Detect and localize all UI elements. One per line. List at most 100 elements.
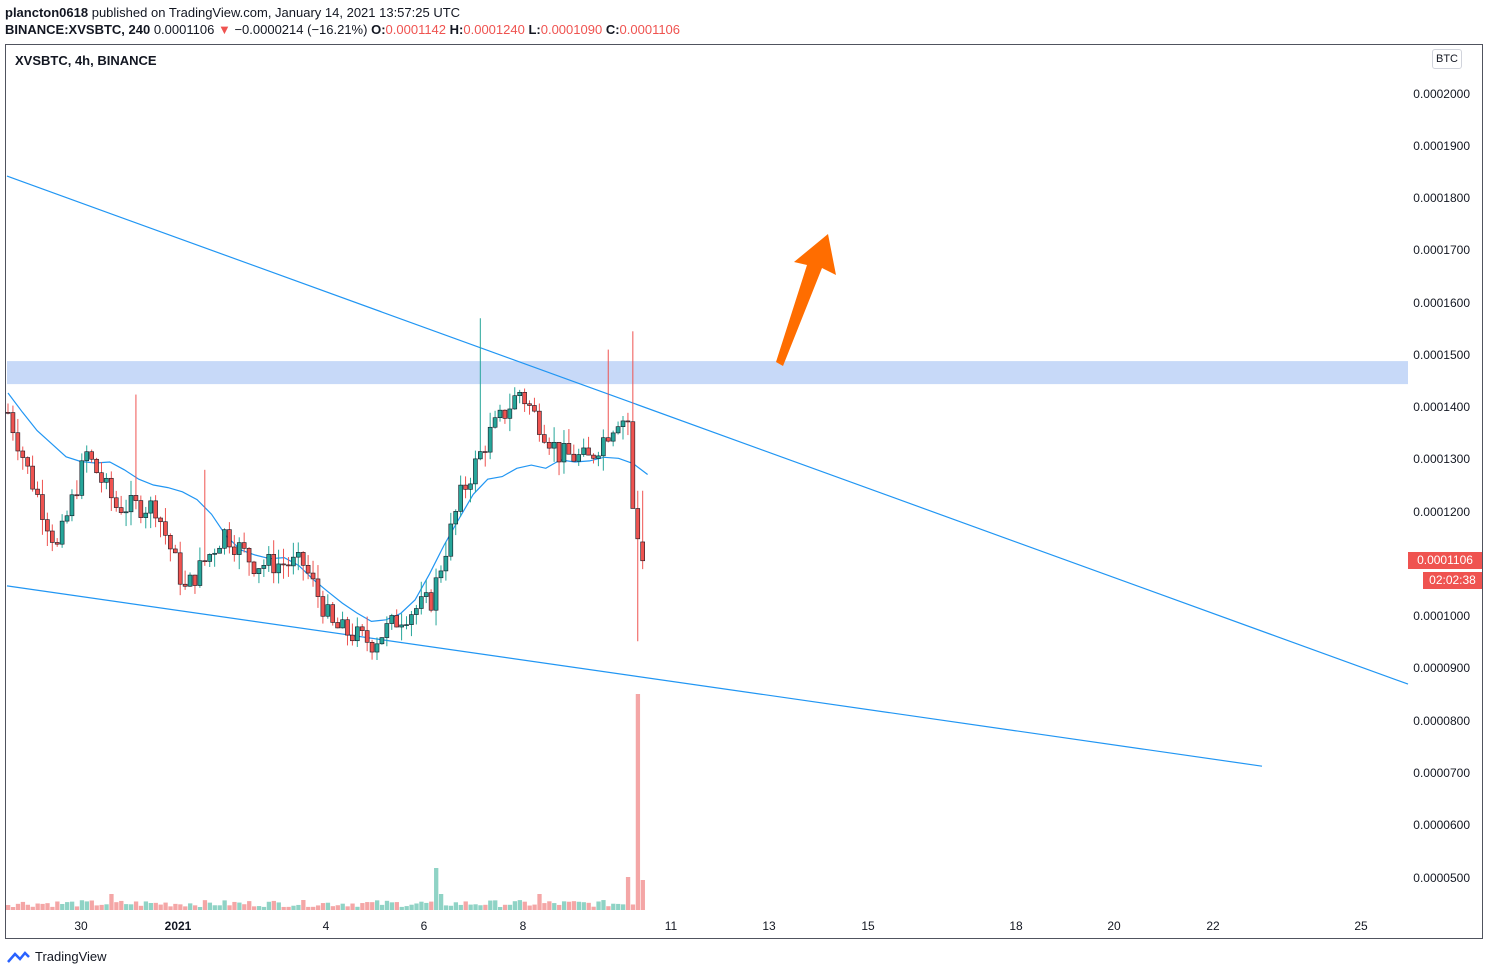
candle-body [596, 455, 601, 459]
time-tick-label: 2021 [164, 919, 192, 933]
volume-bar [50, 906, 55, 910]
candle-body [433, 577, 439, 611]
volume-bar [158, 904, 163, 910]
candle-body [172, 548, 178, 554]
candle-body [487, 426, 493, 453]
volume-bar [242, 904, 247, 910]
volume-bar [261, 906, 267, 910]
candle-body [192, 574, 198, 586]
candle-body [64, 515, 70, 522]
volume-bar [434, 868, 439, 910]
volume-bar [114, 902, 119, 910]
volume-bar [237, 902, 242, 910]
volume-bar [409, 904, 414, 910]
breakout-arrow-icon [776, 234, 836, 366]
candle-body [492, 417, 498, 428]
time-tick-label: 13 [762, 919, 776, 933]
volume-bar [399, 906, 404, 910]
candle-body [20, 450, 26, 458]
candle-body [359, 626, 365, 631]
volume-bar [566, 901, 572, 910]
volume-bar [561, 901, 567, 910]
candle-body [30, 465, 35, 490]
volume-bar [252, 906, 257, 910]
volume-bar [188, 903, 193, 910]
price-tick-label: 0.0000800 [1413, 713, 1470, 728]
volume-bar [355, 906, 360, 910]
candle-body [74, 494, 80, 497]
volume-bar [606, 906, 611, 910]
volume-bar [94, 905, 99, 910]
candle-body [261, 565, 267, 569]
candle-body [320, 596, 326, 617]
candle-body [345, 619, 350, 636]
candle-body [99, 472, 104, 483]
price-tick-label: 0.0001700 [1413, 243, 1470, 258]
candle-body [468, 483, 473, 490]
volume-bar [35, 903, 40, 910]
volume-bar [25, 904, 30, 910]
candle-body [266, 554, 272, 566]
price-tick-label: 0.0000900 [1413, 661, 1470, 676]
volume-bar [320, 903, 326, 910]
price-tick-label: 0.0001600 [1413, 295, 1470, 310]
candle-body [561, 443, 567, 463]
candle-body [414, 608, 419, 615]
close-value: 0.0001106 [619, 22, 681, 37]
candle-body [325, 604, 331, 617]
price-tick-label: 0.0001300 [1413, 452, 1470, 467]
price-tick-label: 0.0002000 [1413, 86, 1470, 101]
volume-bar [40, 903, 45, 910]
volume-bar [104, 904, 109, 910]
volume-bar [192, 905, 198, 910]
candle-body [25, 457, 30, 467]
candle-body [369, 641, 375, 653]
candle-body [379, 637, 385, 645]
candle-body [364, 630, 370, 643]
volume-bar [463, 901, 468, 910]
candle-body [497, 409, 503, 419]
candle-body [418, 596, 424, 609]
candle-body [404, 624, 409, 626]
volume-bar [640, 880, 645, 910]
candle-body [232, 546, 237, 555]
candle-body [148, 500, 153, 514]
candle-body [350, 634, 355, 642]
candle-body [246, 548, 252, 563]
volume-bar [547, 901, 552, 910]
candle-body [532, 405, 537, 412]
price-tick-label: 0.0001400 [1413, 400, 1470, 415]
candle-body [113, 497, 119, 508]
candle-body [197, 560, 203, 586]
tradingview-logo[interactable]: TradingView [5, 949, 107, 964]
candle-body [10, 412, 16, 434]
candle-body [158, 517, 163, 523]
candle-body [330, 604, 336, 623]
volume-bar [325, 902, 331, 910]
volume-bar [335, 905, 340, 910]
volume-bar [483, 904, 488, 910]
candle-body [256, 568, 262, 575]
candle-body [271, 554, 276, 574]
volume-bar [453, 902, 459, 910]
volume-bar [153, 902, 158, 910]
volume-bar [197, 906, 203, 910]
price-tick-label: 0.0001900 [1413, 138, 1470, 153]
author-name[interactable]: plancton0618 [5, 5, 89, 20]
candle-body [423, 592, 429, 597]
candle-body [620, 420, 626, 427]
candle-body [84, 451, 90, 462]
candle-body [133, 495, 139, 501]
volume-bar [429, 901, 434, 910]
volume-bar [89, 900, 94, 910]
candle-body [473, 458, 478, 485]
volume-bar [69, 901, 75, 910]
candle-body [409, 614, 414, 625]
candle-body [576, 454, 582, 462]
candle-body [59, 520, 65, 545]
volume-bar [60, 903, 65, 910]
volume-bar [207, 902, 213, 910]
currency-button[interactable]: BTC [1432, 49, 1462, 69]
volume-bar [581, 902, 586, 910]
